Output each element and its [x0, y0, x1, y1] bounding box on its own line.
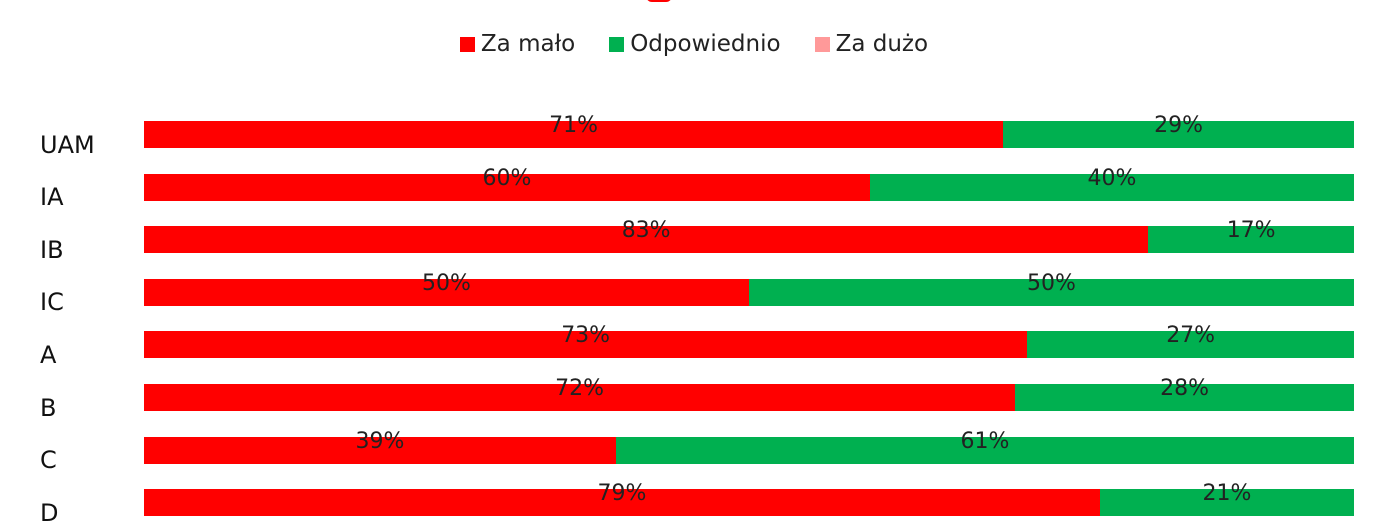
legend-label-odpowiednio: Odpowiednio — [630, 31, 781, 57]
data-label-a-za-ma-o: 73% — [561, 323, 611, 349]
category-label-c: C — [40, 446, 57, 475]
bar-segment-uam-odpowiednio — [1003, 121, 1354, 148]
legend-item-za-duzo: Za dużo — [814, 31, 929, 57]
bar-segment-d-za-ma-o — [144, 489, 1100, 517]
data-label-b-odpowiednio: 28% — [1160, 376, 1210, 401]
bar-segment-b-za-ma-o — [144, 384, 1016, 411]
data-label-b-za-ma-o: 72% — [555, 376, 605, 401]
legend-item-za-malo: Za mało — [459, 31, 576, 57]
category-label-a: A — [40, 340, 57, 369]
data-label-d-odpowiednio: 21% — [1202, 481, 1252, 507]
data-label-ia-za-ma-o: 60% — [482, 165, 532, 191]
category-label-d: D — [40, 498, 59, 527]
data-label-uam-odpowiednio: 29% — [1154, 113, 1203, 138]
bar-segment-ia-za-ma-o — [144, 173, 870, 201]
category-label-ib: IB — [40, 235, 64, 264]
title-fragment — [646, 0, 672, 2]
legend-item-odpowiednio: Odpowiednio — [609, 31, 781, 57]
category-label-b: B — [40, 393, 57, 422]
bar-segment-c-za-ma-o — [144, 436, 616, 464]
category-label-ia: IA — [40, 183, 64, 212]
data-label-a-odpowiednio: 27% — [1166, 323, 1216, 349]
bar-segment-ib-odpowiednio — [1148, 226, 1354, 254]
data-label-c-odpowiednio: 61% — [960, 428, 1010, 454]
bar-segment-c-odpowiednio — [615, 436, 1354, 464]
legend-label-za-duzo: Za dużo — [835, 31, 929, 57]
chart-legend: Za mało Odpowiednio Za dużo — [0, 31, 1388, 57]
legend-swatch-odpowiednio — [609, 36, 625, 52]
bar-segment-ic-za-ma-o — [144, 278, 749, 306]
category-label-uam: UAM — [40, 130, 95, 159]
legend-swatch-za-malo — [459, 36, 475, 52]
data-label-ib-odpowiednio: 17% — [1226, 218, 1276, 244]
bar-segment-a-odpowiednio — [1027, 331, 1354, 359]
data-label-ib-za-ma-o: 83% — [621, 218, 671, 244]
bar-segment-ic-odpowiednio — [749, 278, 1354, 306]
data-label-ia-odpowiednio: 40% — [1087, 165, 1137, 191]
data-label-ic-odpowiednio: 50% — [1027, 270, 1076, 296]
data-label-ic-za-ma-o: 50% — [422, 270, 471, 296]
data-label-uam-za-ma-o: 71% — [549, 113, 598, 138]
bar-segment-b-odpowiednio — [1015, 384, 1354, 411]
bar-segment-uam-za-ma-o — [144, 121, 1004, 148]
bar-segment-d-odpowiednio — [1099, 489, 1354, 517]
legend-swatch-za-duzo — [814, 36, 830, 52]
legend-label-za-malo: Za mało — [480, 31, 576, 57]
bar-segment-ib-za-ma-o — [144, 226, 1149, 254]
data-label-c-za-ma-o: 39% — [355, 428, 405, 454]
bar-segment-ia-odpowiednio — [870, 173, 1354, 201]
category-label-ic: IC — [40, 288, 64, 317]
data-label-d-za-ma-o: 79% — [597, 481, 647, 507]
bar-segment-a-za-ma-o — [144, 331, 1028, 359]
